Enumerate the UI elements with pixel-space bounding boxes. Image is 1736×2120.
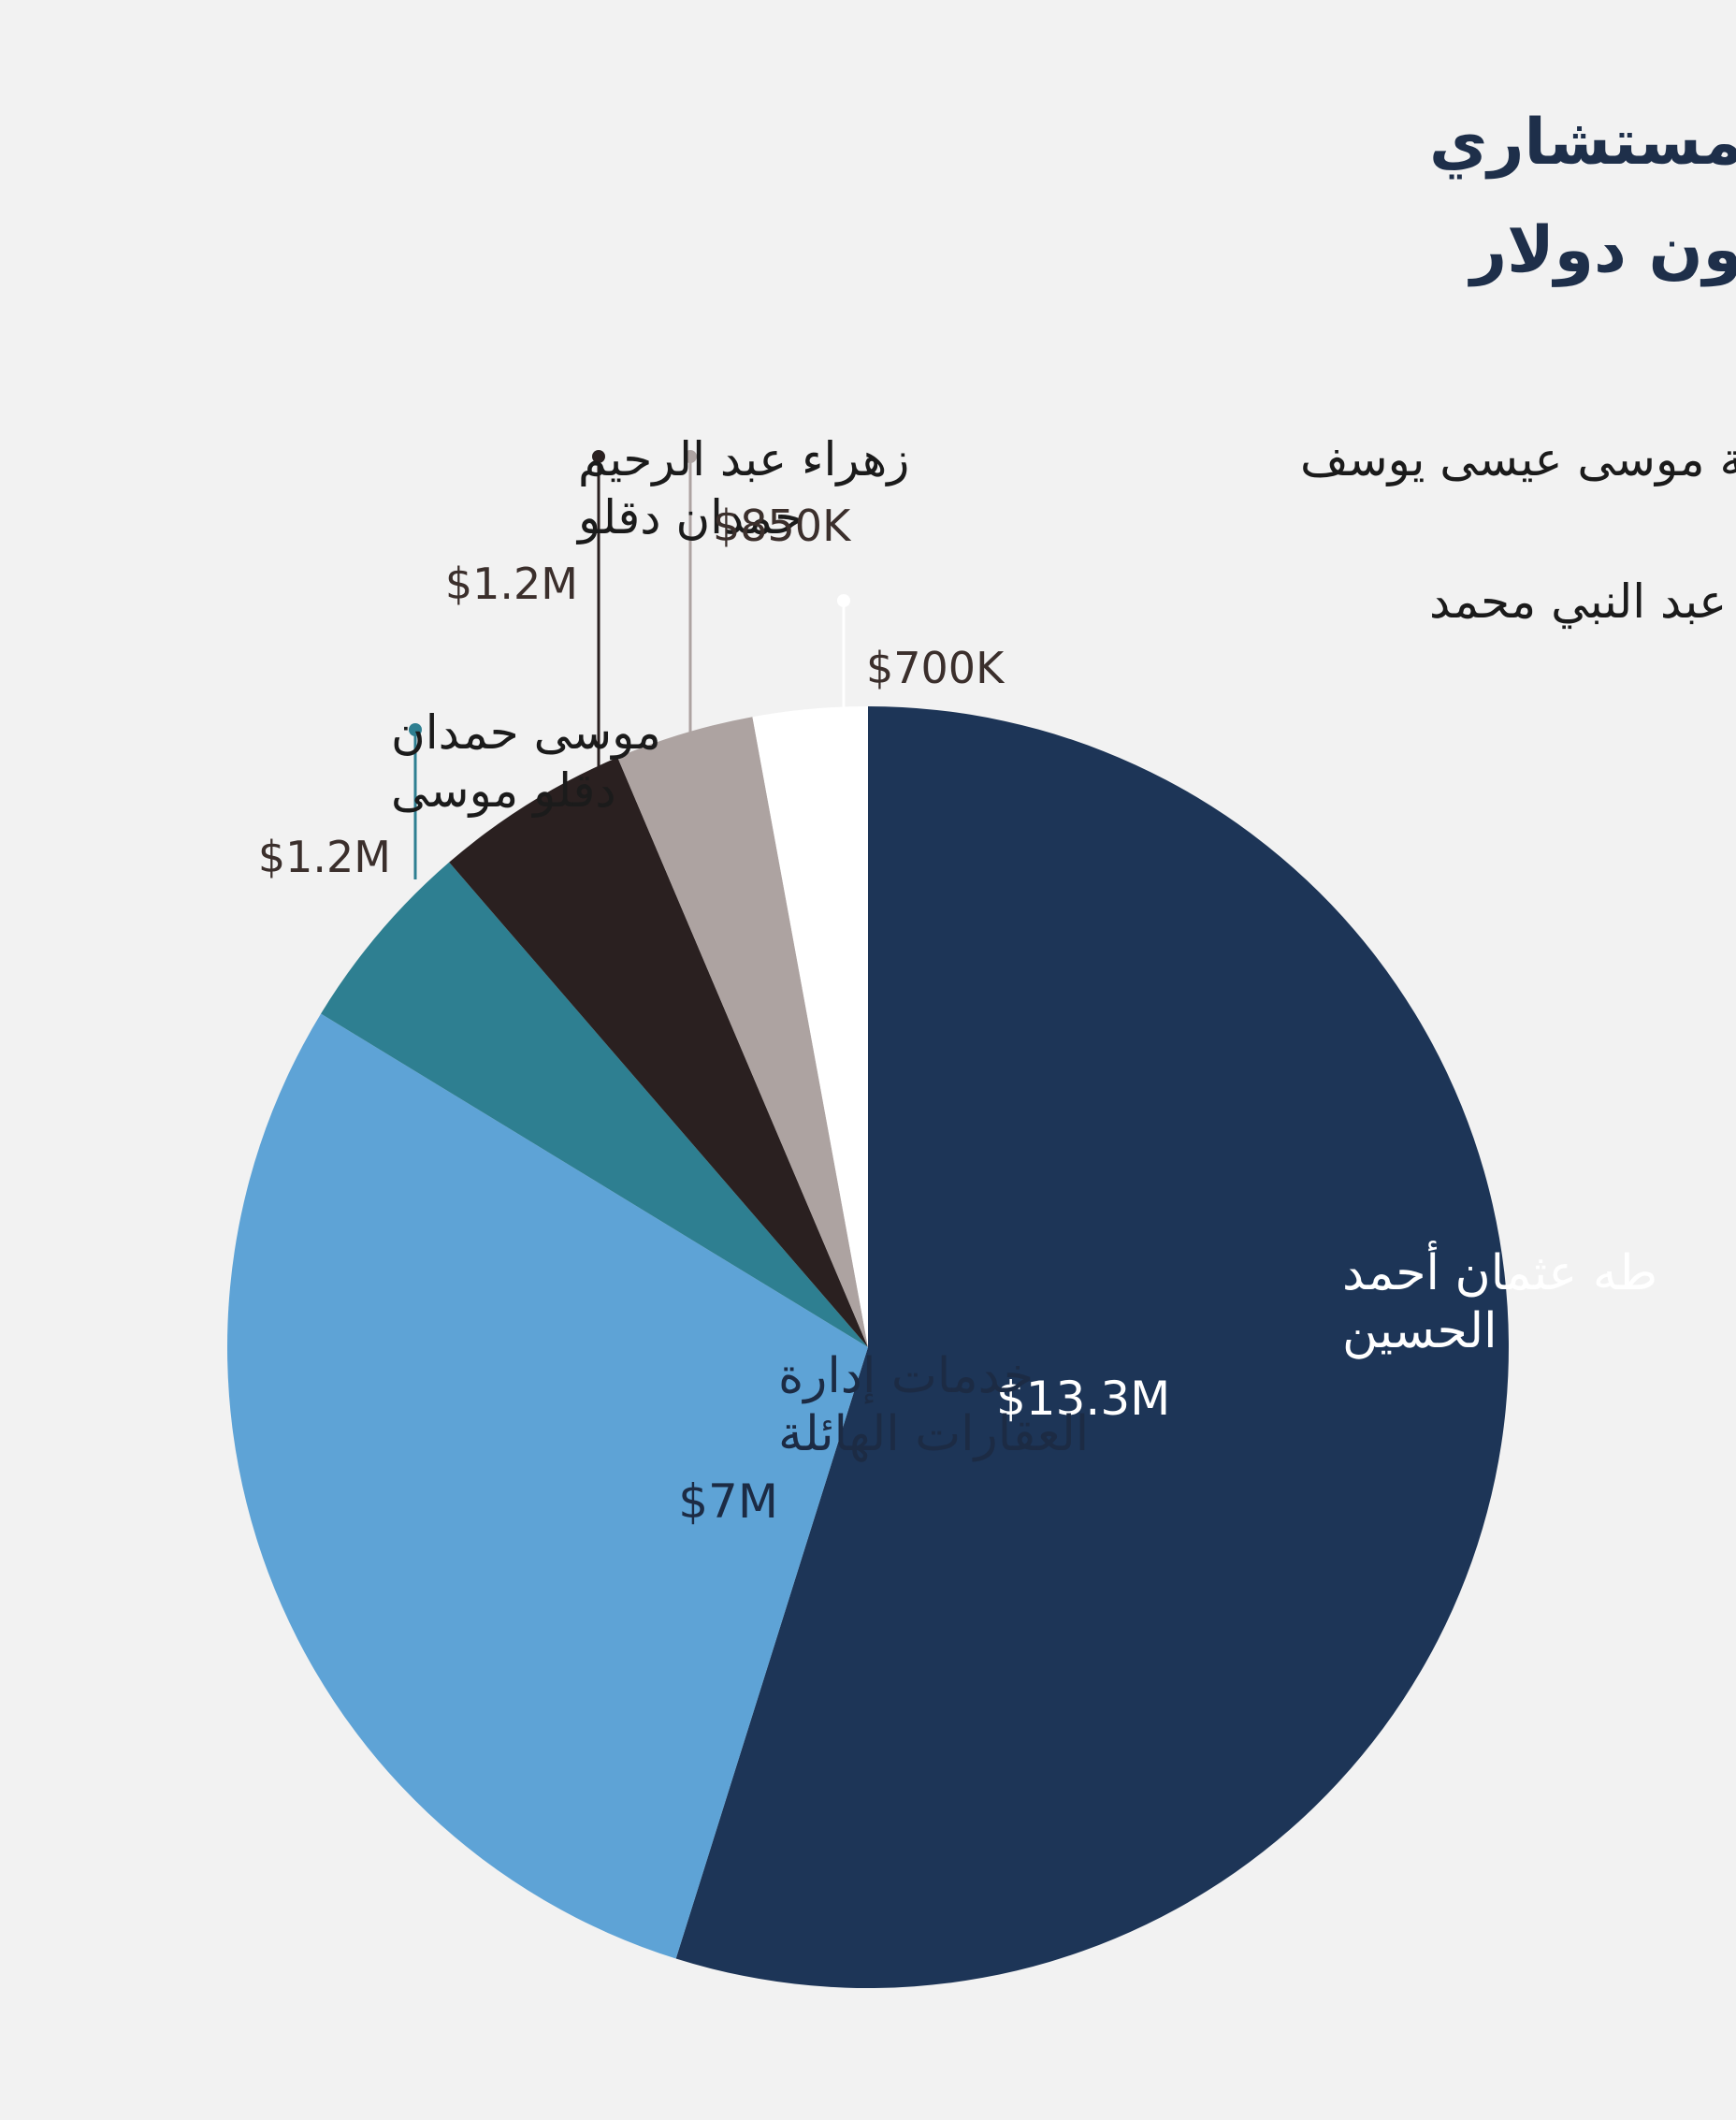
pie-slice (617, 717, 868, 1347)
slice-name-label: آمنة موسى عيسى يوسف (1300, 431, 1736, 486)
pie-slice (321, 862, 868, 1347)
slice-name-label: العقارات الهائلة (778, 1406, 1089, 1462)
leader-dot (837, 594, 850, 607)
slice-value-label: $1.2M (445, 559, 578, 609)
chart-title-line-2: الدعم السريع البالغة 24 مليون دولار (1468, 213, 1736, 287)
slice-name-label: موسى حمدان (391, 705, 661, 760)
slice-name-label: حمدان دقلو (575, 490, 803, 545)
slice-value-label: $850K (713, 501, 852, 551)
chart-title: محفظة عقارات قيادة ومستشاري الدعم السريع… (1429, 106, 1736, 287)
leader-dot (684, 450, 697, 463)
slice-value-label: $13.3M (996, 1372, 1170, 1426)
slice-value-label: $700K (866, 643, 1005, 693)
slice-name-label: دقلو موسى (391, 763, 616, 818)
label-leader-lines (409, 450, 850, 879)
slice-name-label: الحسين (1342, 1303, 1497, 1359)
leader-dot (592, 450, 605, 463)
pie-slice (449, 757, 868, 1347)
slice-name-label: مصطفى عبد النبي محمد (1429, 574, 1736, 629)
slice-name-label: خدمات إدارة (778, 1348, 1034, 1404)
slice-name-label: زهراء عبد الرحيم (578, 432, 909, 486)
leader-dot (409, 723, 422, 736)
pie-slices (226, 706, 1509, 1988)
slice-value-label: $1.2M (258, 832, 391, 882)
pie-slice (752, 706, 868, 1347)
pie-slice (675, 706, 1509, 1988)
slice-name-label: طه عثمان أحمد (1342, 1241, 1657, 1301)
chart-title-line-1: محفظة عقارات قيادة ومستشاري (1429, 106, 1736, 180)
pie-slice (226, 1013, 868, 1959)
slice-value-label: $7M (678, 1474, 778, 1529)
